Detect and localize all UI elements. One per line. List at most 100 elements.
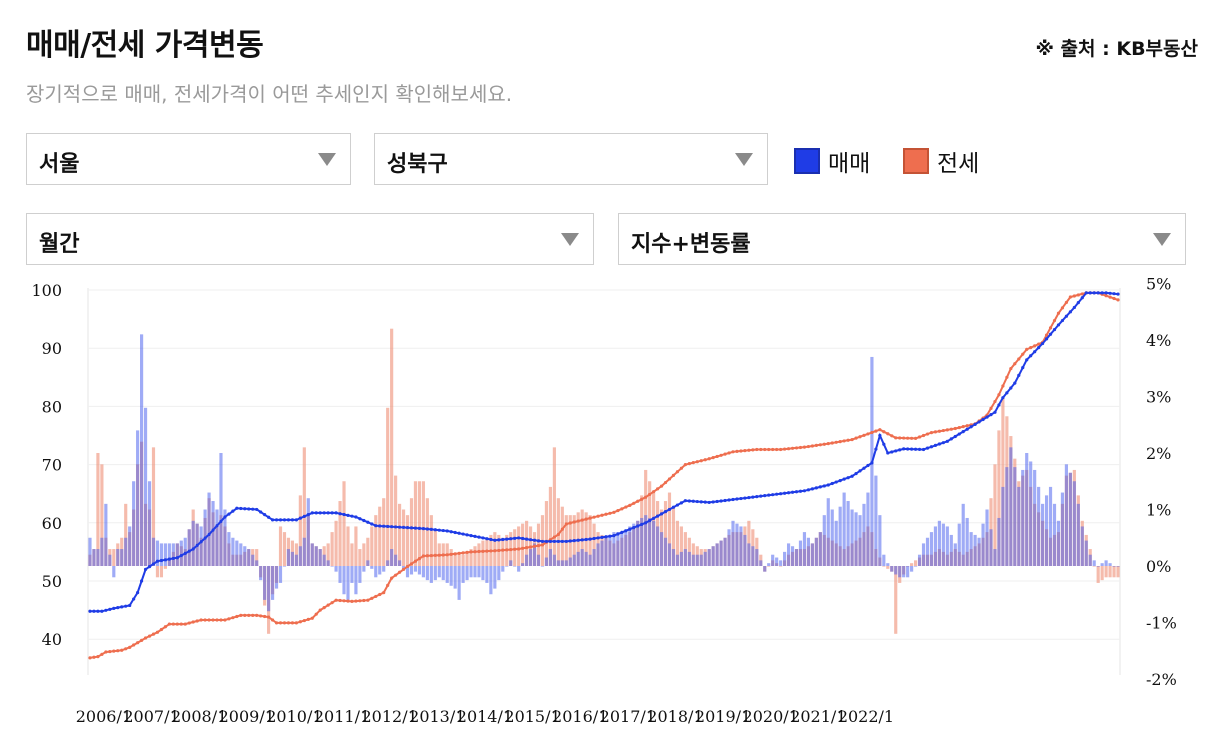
sale-index-line-point [727,498,731,502]
jeonse-index-line-point [505,548,509,552]
sale-index-line-point [1076,301,1080,305]
sale-rate-bar [88,537,92,566]
sale-index-line-point [929,445,934,449]
sale-index-line-point [798,489,803,493]
sale-index-line-point [874,447,878,451]
jeonse-index-line-point [521,546,525,550]
jeonse-rate-bar [354,526,358,566]
sale-rate-bar [953,543,957,566]
region-select[interactable]: 서울 [26,133,351,185]
jeonse-rate-bar [1108,566,1112,578]
sale-index-line-point [667,507,672,512]
jeonse-index-line-point [759,447,763,452]
period-select[interactable]: 월간 [26,213,594,265]
sale-index-line-point [604,535,608,539]
sale-rate-bar [163,543,167,566]
y2-tick-label: -2% [1146,670,1177,689]
sale-index-line-point [405,526,410,530]
jeonse-rate-bar [886,566,890,569]
sale-rate-bar [759,560,763,566]
sale-rate-bar [604,537,608,566]
sale-index-line-point [1041,341,1045,346]
jeonse-index-line-point [1009,366,1013,371]
sale-index-line-point [128,603,132,608]
jeonse-rate-bar [477,543,481,566]
sale-index-line-point [421,527,425,531]
sale-index-line-point [1048,332,1053,336]
sale-rate-bar [509,560,513,566]
sale-rate-bar [592,549,596,566]
sale-rate-bar [215,509,219,566]
sale-rate-bar [147,481,152,566]
jeonse-index-line-point [338,598,342,603]
jeonse-index-line-point [310,616,314,620]
sale-index-line-point [925,446,930,450]
jeonse-index-line-point [354,599,358,603]
jeonse-index-line-point [568,521,572,525]
jeonse-rate-bar [1096,566,1100,583]
metric-select[interactable]: 지수+변동률 [618,213,1186,265]
sale-index-line-point [751,495,755,499]
jeonse-index-line-point [600,513,604,517]
sale-index-line-point [775,492,779,496]
jeonse-index-line-point [663,480,668,485]
sale-index-line-point [540,539,545,544]
district-select[interactable]: 성북구 [374,133,768,185]
jeonse-index-line-point [925,432,930,436]
legend-sale[interactable]: 매매 [794,146,870,177]
sale-index-line-point [814,486,818,490]
sale-rate-bar [1013,467,1017,566]
sale-index-line-point [961,430,965,434]
sale-rate-bar [112,566,116,578]
sale-rate-bar [703,551,707,566]
sale-index-line-point [632,526,636,530]
jeonse-index-line-point [886,432,890,436]
sale-index-line-point [866,463,870,468]
sale-index-line-point [580,538,584,542]
jeonse-index-line-point [556,532,560,537]
jeonse-index-line-point [163,625,167,629]
jeonse-index-line-point [1017,357,1021,361]
sale-index-line-point [878,433,882,438]
sale-rate-bar [826,498,830,566]
legend-jeonse[interactable]: 전세 [903,146,979,177]
sale-index-line-point [151,562,156,566]
jeonse-rate-bar [409,498,414,566]
jeonse-index-line-point [255,613,259,617]
x-tick-label: 2021/1 [790,707,846,726]
jeonse-rate-bar [525,520,529,566]
jeonse-index-line-point [191,620,195,624]
jeonse-index-line-point [771,447,775,452]
sale-rate-bar [255,560,259,566]
jeonse-index-line-point [251,613,255,617]
jeonse-index-line-point [88,656,92,660]
sale-rate-bar [485,566,489,583]
jeonse-index-line-point [207,618,211,622]
sale-index-line-point [695,499,699,504]
sale-rate-bar [1009,447,1013,566]
sale-rate-bar [235,540,239,566]
sale-index-line-point [862,466,866,470]
sale-index-line-point [132,597,136,601]
sale-rate-bar [659,532,664,566]
sale-rate-bar [290,551,294,566]
sale-rate-bar [1029,461,1033,566]
y2-tick-label: 3% [1146,388,1171,407]
sale-rate-bar [120,549,124,566]
sale-index-line-point [834,480,838,484]
sale-rate-bar [116,549,120,566]
sale-rate-bar [171,543,175,566]
jeonse-index-line-point [159,627,164,632]
sale-index-line-point [223,515,227,519]
jeonse-index-line-point [1076,293,1080,297]
sale-rate-bar [211,501,215,566]
sale-index-line-point [707,500,711,505]
jeonse-index-line-point [632,501,636,505]
sale-index-line-point [88,609,92,613]
jeonse-rate-bar [1116,566,1120,578]
y-tick-label: 80 [42,397,62,416]
jeonse-index-line-point [413,559,418,563]
sale-index-line-point [652,516,656,520]
sale-index-line-point [513,536,517,540]
jeonse-index-line-point [481,549,485,553]
